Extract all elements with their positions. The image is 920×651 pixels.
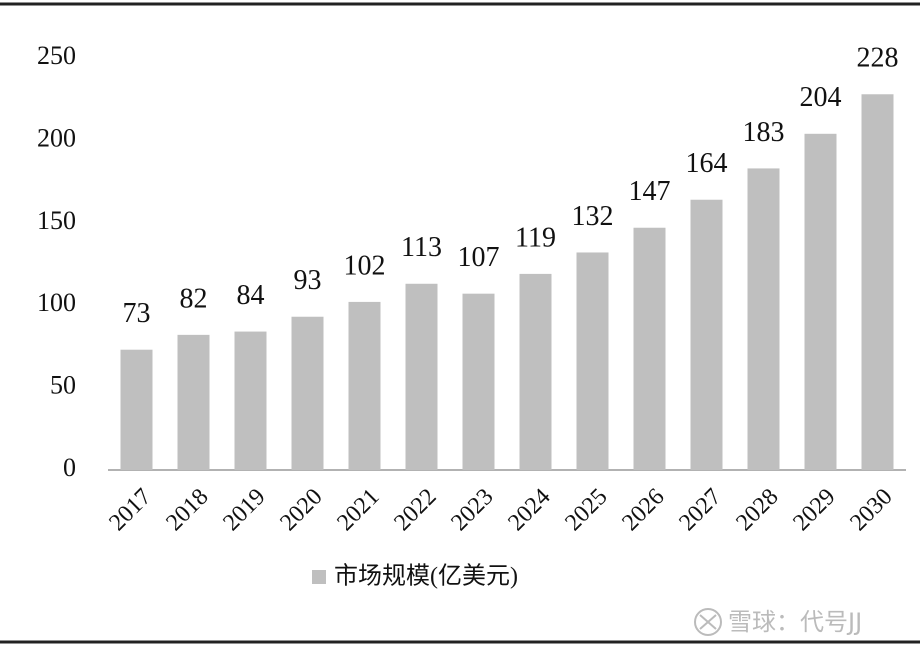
x-tick-label: 2030 — [845, 484, 897, 536]
data-label: 113 — [401, 232, 442, 263]
bar — [804, 133, 837, 471]
bar — [234, 331, 267, 470]
legend-label: 市场规模(亿美元) — [334, 563, 518, 590]
bar — [690, 199, 723, 470]
x-tick-label: 2023 — [446, 484, 498, 536]
x-tick-label: 2025 — [560, 484, 612, 536]
y-tick-label: 50 — [50, 371, 76, 400]
data-label: 93 — [294, 265, 322, 296]
bar — [462, 293, 495, 470]
bar — [576, 252, 609, 470]
x-tick-label: 2022 — [389, 484, 441, 536]
watermark-icon — [694, 608, 722, 636]
bar — [405, 283, 438, 470]
legend-swatch — [312, 570, 326, 584]
x-tick-label: 2020 — [275, 484, 327, 536]
data-label: 84 — [237, 280, 265, 311]
x-tick-label: 2029 — [788, 484, 840, 536]
y-tick-label: 200 — [37, 123, 76, 152]
data-label: 82 — [180, 283, 208, 314]
x-tick-label: 2017 — [104, 484, 156, 536]
watermark: 雪球：代号JJ — [728, 608, 862, 636]
data-label: 119 — [515, 222, 556, 253]
y-tick-label: 0 — [63, 453, 76, 482]
bar — [861, 94, 894, 471]
data-label: 73 — [123, 298, 151, 329]
bar — [177, 334, 210, 470]
bar — [633, 227, 666, 470]
x-tick-label: 2018 — [161, 484, 213, 536]
data-label: 107 — [458, 242, 500, 273]
x-tick-label: 2027 — [674, 484, 726, 536]
x-tick-label: 2021 — [332, 484, 384, 536]
bar — [120, 349, 153, 470]
x-tick-label: 2024 — [503, 484, 555, 536]
data-label: 228 — [857, 43, 899, 74]
x-tick-label: 2019 — [218, 484, 270, 536]
y-tick-label: 150 — [37, 206, 76, 235]
data-label: 147 — [629, 176, 671, 207]
data-label: 102 — [344, 250, 386, 281]
y-tick-label: 250 — [37, 41, 76, 70]
data-label: 164 — [686, 148, 728, 179]
y-tick-label: 100 — [37, 288, 76, 317]
bar — [348, 301, 381, 470]
bar — [519, 273, 552, 470]
x-tick-label: 2026 — [617, 484, 669, 536]
data-label: 132 — [572, 201, 614, 232]
data-label: 183 — [743, 117, 785, 148]
x-tick-label: 2028 — [731, 484, 783, 536]
bar — [291, 316, 324, 470]
bar — [747, 168, 780, 470]
data-label: 204 — [800, 82, 842, 113]
